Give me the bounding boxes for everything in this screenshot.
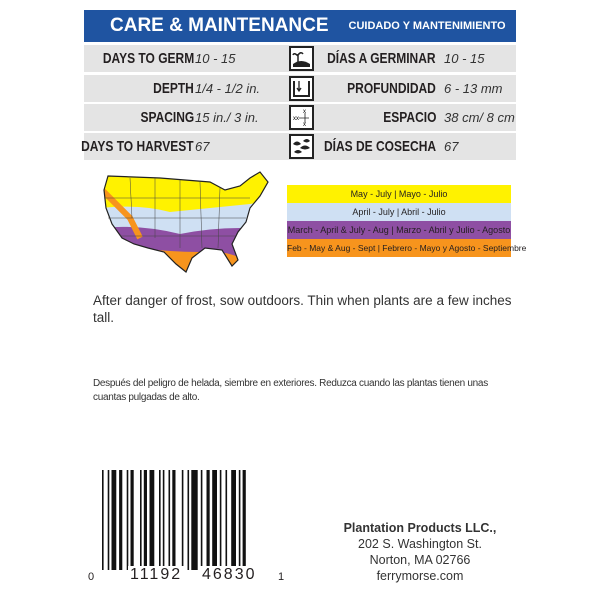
label-es: PROFUNDIDAD bbox=[347, 80, 436, 97]
barcode: 0 11192 46830 1 bbox=[88, 470, 288, 590]
value: 67 bbox=[195, 139, 210, 154]
barcode-right-digits: 46830 bbox=[200, 566, 259, 584]
barcode-bar bbox=[126, 470, 129, 570]
value: 10 - 15 bbox=[195, 51, 236, 66]
value-es: 67 bbox=[444, 139, 459, 154]
barcode-check-digit: 1 bbox=[278, 571, 285, 583]
legend-item: May - July | Mayo - Julio bbox=[287, 185, 511, 203]
row-days-to-harvest: DAYS TO HARVEST 67 DÍAS DE COSECHA 67 bbox=[81, 133, 516, 160]
value-es: 10 - 15 bbox=[444, 51, 485, 66]
header-title-es: CUIDADO Y MANTENIMIENTO bbox=[348, 20, 506, 32]
barcode-bar bbox=[159, 470, 161, 570]
barcode-bar bbox=[162, 470, 165, 570]
instructions: After danger of frost, sow outdoors. Thi… bbox=[93, 293, 512, 325]
barcode-bar bbox=[149, 470, 155, 570]
legend-item: Feb - May & Aug - Sept | Febrero - Mayo … bbox=[287, 239, 526, 257]
row-depth: DEPTH 1/4 - 1/2 in. PROFUNDIDAD 6 - 13 m… bbox=[84, 75, 516, 102]
label-es: DÍAS DE COSECHA bbox=[323, 138, 436, 155]
barcode-bar bbox=[181, 470, 184, 570]
barcode-bar bbox=[219, 470, 222, 570]
barcode-bar bbox=[206, 470, 210, 570]
barcode-bar bbox=[225, 470, 228, 570]
barcode-bar bbox=[212, 470, 217, 570]
label-es: DÍAS A GERMINAR bbox=[327, 50, 436, 67]
company-name: Plantation Products LLC., bbox=[343, 521, 497, 535]
barcode-bar bbox=[187, 470, 190, 570]
label: DEPTH bbox=[153, 80, 194, 97]
svg-text:x: x bbox=[303, 122, 306, 128]
company-address: 202 S. Washington St. bbox=[358, 537, 482, 551]
barcode-left-digits: 11192 bbox=[128, 566, 185, 584]
barcode-lead-digit: 0 bbox=[88, 571, 95, 583]
row-days-to-germ: DAYS TO GERM 10 - 15 DÍAS A GERMINAR 10 … bbox=[84, 45, 516, 72]
barcode-bar bbox=[130, 470, 134, 570]
company-website: ferrymorse.com bbox=[376, 569, 464, 583]
barcode-bar bbox=[242, 470, 246, 570]
instructions-es: Después del peligro de helada, siembre e… bbox=[93, 378, 488, 403]
barcode-bar bbox=[119, 470, 123, 570]
depth-icon bbox=[289, 76, 314, 101]
planting-zone-map bbox=[103, 171, 269, 273]
label-es: ESPACIO bbox=[382, 109, 436, 126]
barcode-bar bbox=[238, 470, 241, 570]
barcode-bar bbox=[111, 470, 117, 570]
value: 1/4 - 1/2 in. bbox=[195, 81, 261, 96]
row-spacing: SPACING 15 in./ 3 in. x x xx ESPACIO 38 cm… bbox=[84, 104, 516, 131]
value-es: 38 cm/ 8 cm bbox=[444, 110, 515, 125]
svg-text:x: x bbox=[303, 109, 306, 115]
company-city: Norton, MA 02766 bbox=[369, 553, 471, 567]
svg-text:xx: xx bbox=[293, 116, 299, 122]
barcode-bar bbox=[191, 470, 198, 570]
barcode-bar bbox=[102, 470, 104, 570]
barcode-bars bbox=[102, 470, 246, 570]
label: SPACING bbox=[140, 109, 194, 126]
barcode-bar bbox=[143, 470, 147, 570]
legend-item: April - July | Abril - Julio bbox=[287, 203, 511, 221]
barcode-bar bbox=[168, 470, 171, 570]
barcode-bar bbox=[231, 470, 236, 570]
barcode-bar bbox=[200, 470, 203, 570]
label: DAYS TO GERM bbox=[102, 50, 194, 67]
company-info: Plantation Products LLC., 202 S. Washing… bbox=[330, 520, 510, 584]
barcode-bar bbox=[140, 470, 142, 570]
care-header: CARE & MAINTENANCE CUIDADO Y MANTENIMIEN… bbox=[84, 10, 516, 42]
planting-legend: May - July | Mayo - Julio April - July |… bbox=[287, 185, 526, 257]
header-title: CARE & MAINTENANCE bbox=[110, 15, 329, 36]
legend-item: March - April & July - Aug | Marzo - Abr… bbox=[287, 221, 511, 239]
barcode-bar bbox=[172, 470, 176, 570]
spacing-icon: x x xx bbox=[289, 105, 314, 130]
value: 15 in./ 3 in. bbox=[195, 110, 259, 125]
value-es: 6 - 13 mm bbox=[444, 81, 503, 96]
barcode-bar bbox=[107, 470, 110, 570]
germination-icon bbox=[289, 46, 314, 71]
label: DAYS TO HARVEST bbox=[81, 138, 194, 155]
harvest-icon bbox=[289, 134, 314, 159]
